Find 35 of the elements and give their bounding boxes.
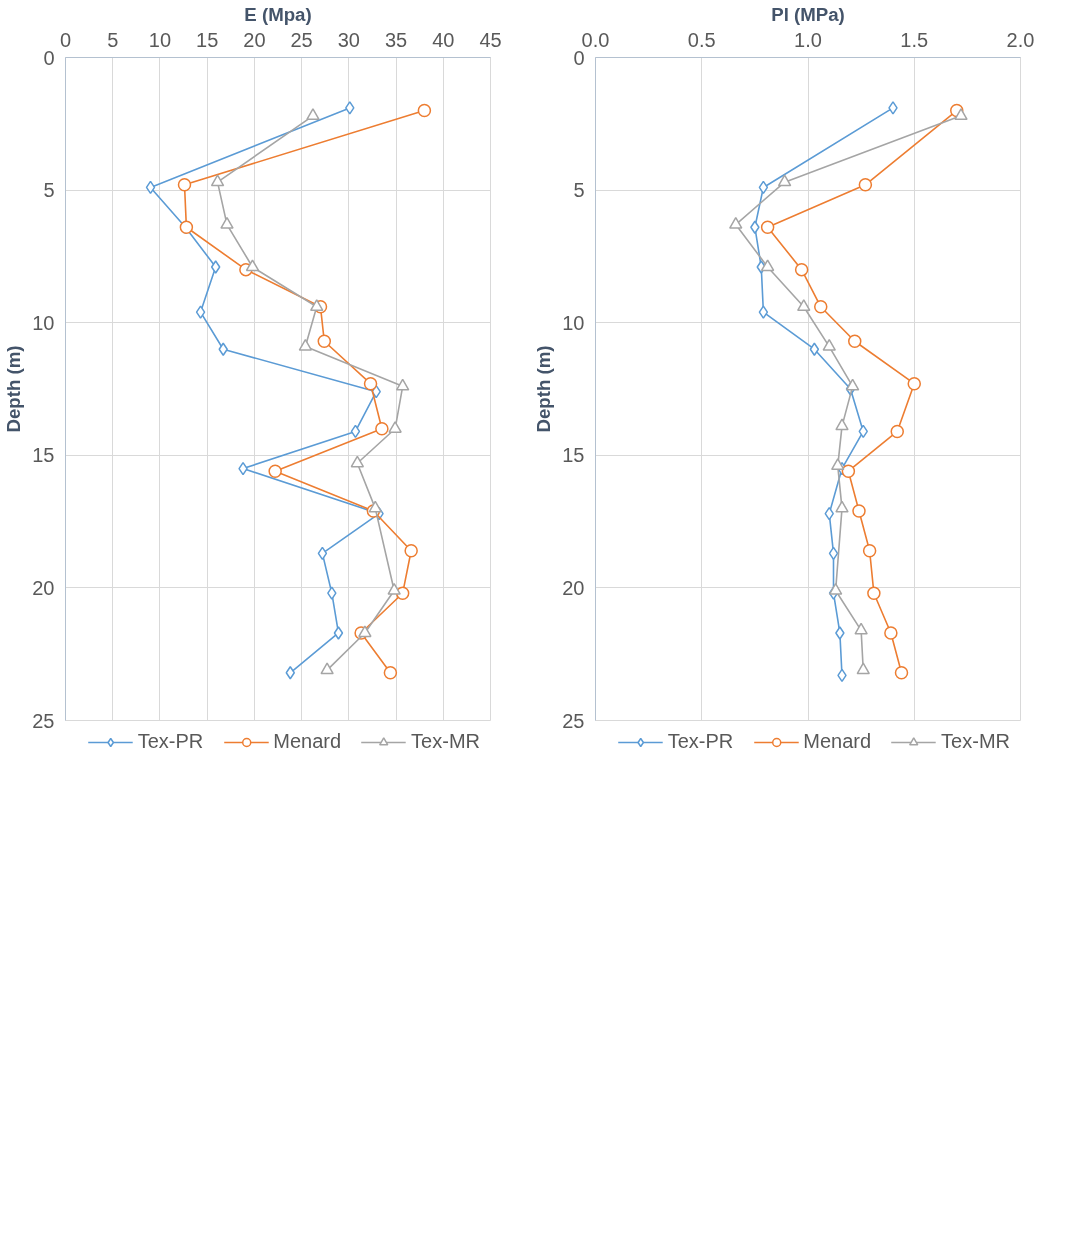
legend-label: Tex-MR <box>411 730 480 753</box>
x-tick-label: 0.5 <box>687 28 716 51</box>
y-tick-label: 25 <box>32 709 55 732</box>
y-axis-title: Depth (m) <box>533 345 555 433</box>
y-tick-label: 25 <box>562 709 585 732</box>
x-tick-label: 25 <box>290 28 313 51</box>
x-tick-label: 0 <box>59 28 72 51</box>
y-tick-label: 15 <box>562 444 585 467</box>
legend-label: Tex-PR <box>137 730 204 753</box>
y-tick-label: 20 <box>562 576 585 599</box>
y-tick-label: 10 <box>32 311 55 334</box>
y-tick-label: 5 <box>573 179 585 202</box>
x-axis-title: E (Mpa) <box>244 3 312 25</box>
legend-label: Menard <box>803 730 872 753</box>
y-tick-label: 10 <box>562 311 585 334</box>
x-tick-label: 2.0 <box>1006 28 1035 51</box>
y-tick-label: 20 <box>32 576 55 599</box>
x-tick-label: 5 <box>107 28 119 51</box>
x-tick-label: 1.0 <box>794 28 822 51</box>
x-tick-label: 10 <box>148 28 172 51</box>
x-tick-label: 15 <box>196 28 219 51</box>
legend-label: Menard <box>273 730 342 753</box>
y-tick-label: 5 <box>43 179 55 202</box>
legend-label: Tex-MR <box>941 730 1010 753</box>
x-axis-title: Pl (MPa) <box>771 3 845 25</box>
y-tick-label: 0 <box>43 46 55 69</box>
legend-label: Tex-PR <box>667 730 734 753</box>
x-tick-label: 35 <box>384 28 408 51</box>
y-axis-title: Depth (m) <box>3 345 25 433</box>
x-tick-label: 40 <box>432 28 455 51</box>
y-tick-label: 15 <box>32 444 55 467</box>
x-tick-label: 30 <box>337 28 360 51</box>
x-tick-label: 45 <box>479 28 502 51</box>
x-tick-label: 1.5 <box>900 28 929 51</box>
x-tick-label: 20 <box>243 28 266 51</box>
